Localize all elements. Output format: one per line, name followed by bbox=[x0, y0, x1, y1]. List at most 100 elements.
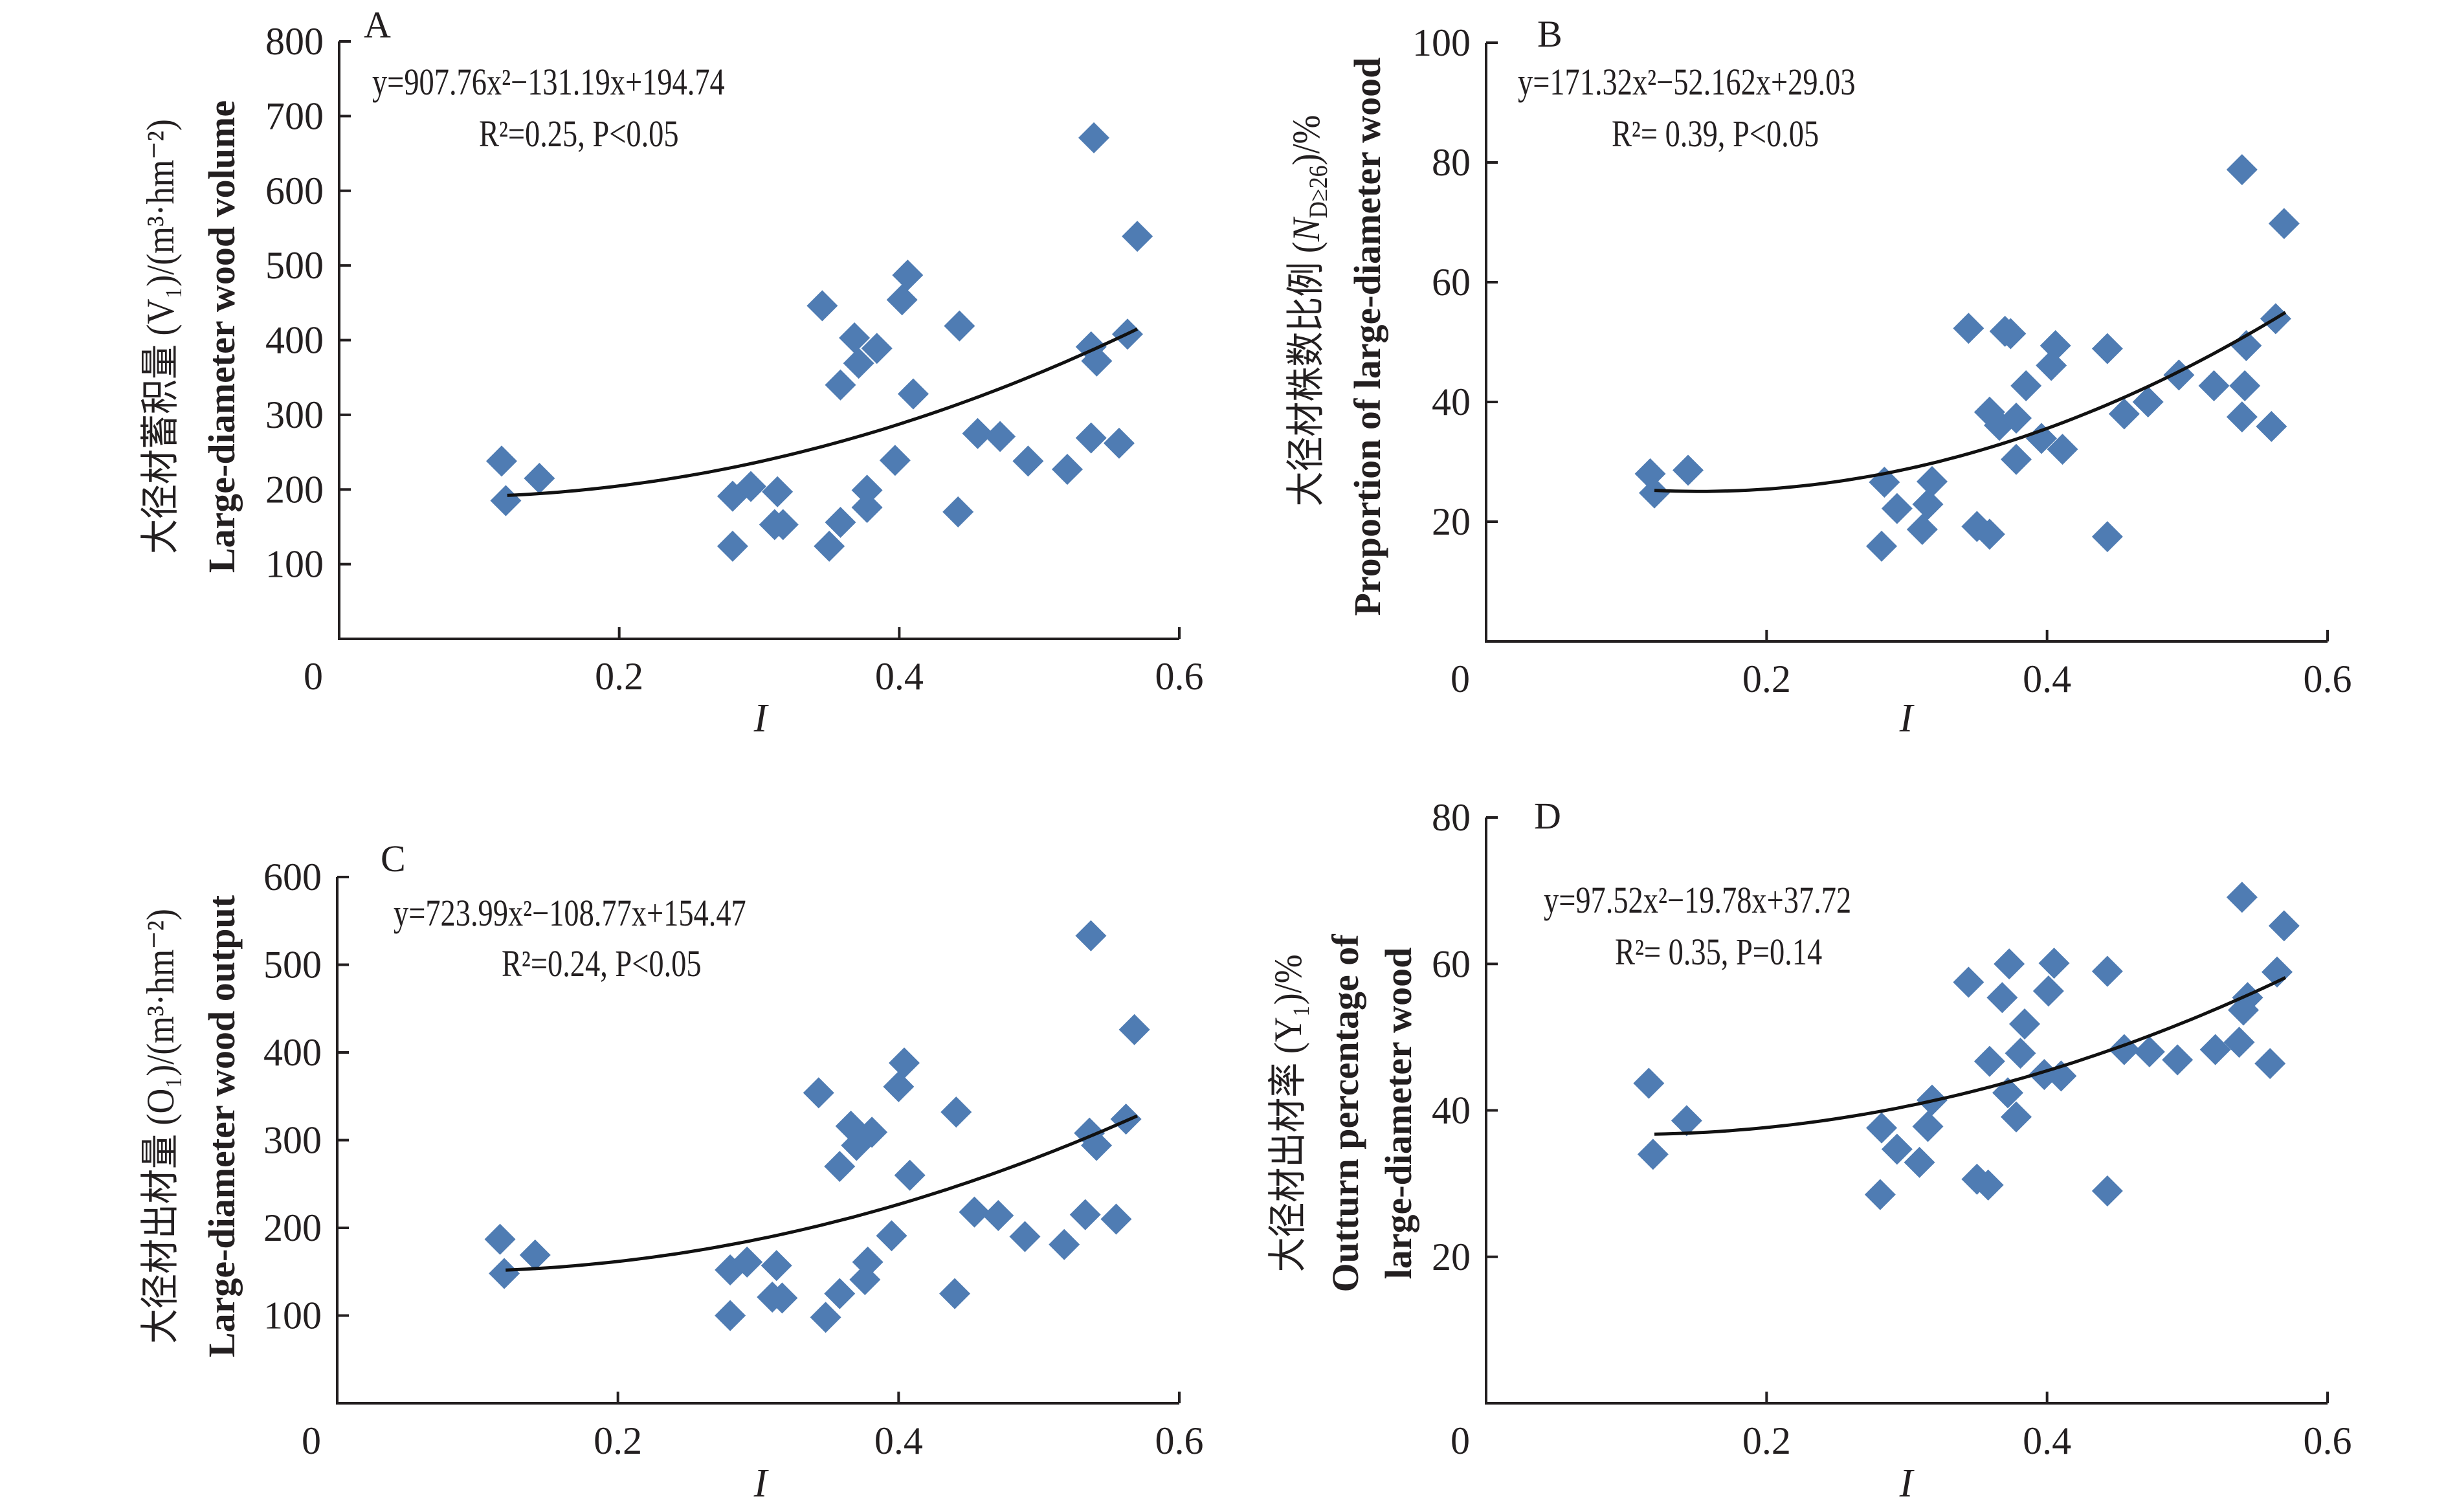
data-point bbox=[1906, 514, 1938, 546]
data-point bbox=[2232, 982, 2263, 1014]
xtick-label: 0 bbox=[302, 1419, 321, 1462]
data-point bbox=[889, 1047, 920, 1079]
data-point bbox=[1972, 1169, 2004, 1201]
data-point bbox=[1009, 1221, 1041, 1252]
data-point bbox=[839, 322, 871, 354]
xtick-label: 0.6 bbox=[1155, 1419, 1204, 1462]
data-point bbox=[2256, 410, 2287, 442]
panel-c-ylabel-en: Large-diameter wood output bbox=[201, 895, 243, 1357]
panel-b-ylabel-cn-sub: D≥26 bbox=[1304, 165, 1333, 218]
data-point bbox=[942, 496, 974, 528]
data-point bbox=[897, 378, 929, 410]
data-point bbox=[717, 530, 748, 562]
data-point bbox=[883, 1071, 915, 1102]
data-point bbox=[2005, 1038, 2036, 1069]
data-point bbox=[806, 290, 838, 322]
data-point bbox=[1881, 493, 1913, 524]
data-point bbox=[1049, 1228, 1080, 1260]
data-point bbox=[1051, 454, 1083, 485]
data-point bbox=[1069, 1199, 1101, 1230]
panel-d-xlabel: I bbox=[1899, 1462, 1915, 1506]
panel-b: 20 40 60 80 100 0 0.2 0.4 0.6 B y=171.32x²−52.1… bbox=[1285, 13, 2351, 740]
data-point bbox=[851, 491, 883, 523]
panel-a-axes bbox=[338, 40, 1181, 640]
ytick-label: 800 bbox=[265, 20, 324, 63]
panel-c: 100 200 300 400 500 600 0 0.2 0.4 0.6 C y=723.99… bbox=[139, 838, 1203, 1506]
data-point bbox=[1671, 1105, 1702, 1137]
data-point bbox=[1912, 1111, 1944, 1142]
data-point bbox=[940, 1096, 972, 1128]
data-point bbox=[849, 1263, 881, 1295]
panel-b-xlabel: I bbox=[1899, 696, 1915, 740]
data-point bbox=[803, 1077, 834, 1109]
data-point bbox=[843, 348, 874, 379]
panel-d-marks bbox=[1633, 882, 2300, 1210]
xtick-label: 0.4 bbox=[874, 1419, 923, 1462]
data-point bbox=[2162, 1044, 2194, 1076]
panel-b-equation: y=171.32x²−52.162x+29.03 bbox=[1518, 61, 1856, 103]
data-point bbox=[2047, 434, 2078, 465]
data-point bbox=[2262, 956, 2293, 988]
data-point bbox=[1953, 313, 1985, 344]
data-point bbox=[2268, 910, 2300, 942]
panel-c-ylabel-cn: 大径材出材量 (O₁)/(m³·hm⁻²) bbox=[139, 909, 182, 1344]
panel-b-ylabel-en: Proportion of large-diameter wood bbox=[1346, 58, 1388, 616]
data-point bbox=[2226, 154, 2258, 186]
data-point bbox=[2230, 330, 2262, 362]
ytick-label: 200 bbox=[263, 1206, 322, 1249]
panel-b-ytick-labels: 20 40 60 80 100 bbox=[1412, 21, 1471, 543]
trend-line bbox=[1654, 976, 2287, 1136]
panel-b-letter: B bbox=[1537, 13, 1562, 55]
panel-b-marks bbox=[1634, 154, 2300, 562]
data-point bbox=[1881, 1133, 1913, 1165]
data-point bbox=[856, 1117, 888, 1148]
panel-c-marks bbox=[484, 920, 1150, 1333]
xtick-label: 0 bbox=[1451, 1419, 1470, 1462]
data-point bbox=[1866, 1112, 1897, 1144]
data-point bbox=[1100, 1203, 1132, 1235]
data-point bbox=[2036, 350, 2067, 381]
panel-c-ytick-labels: 100 200 300 400 500 600 bbox=[263, 856, 322, 1337]
data-point bbox=[484, 1223, 516, 1255]
ytick-label: 20 bbox=[1432, 1236, 1471, 1278]
panel-c-letter: C bbox=[381, 838, 406, 880]
data-point bbox=[1673, 454, 1704, 486]
data-point bbox=[824, 1151, 856, 1183]
panel-a-xtick-labels: 0 0.2 0.4 0.6 bbox=[304, 655, 1204, 698]
panel-d-letter: D bbox=[1534, 795, 1561, 837]
data-point bbox=[2091, 955, 2123, 987]
ytick-label: 80 bbox=[1432, 796, 1471, 839]
panel-b-axes bbox=[1485, 41, 2329, 643]
panel-a-ytick-labels: 100 200 300 400 500 600 700 800 bbox=[265, 20, 324, 586]
xtick-label: 0.4 bbox=[2023, 1419, 2071, 1462]
data-point bbox=[810, 1302, 841, 1333]
panel-c-equation: y=723.99x²−108.77x+154.47 bbox=[394, 893, 746, 934]
ytick-label: 600 bbox=[265, 170, 324, 212]
data-point bbox=[2001, 402, 2032, 434]
ytick-label: 600 bbox=[263, 856, 322, 898]
xtick-label: 0.2 bbox=[1742, 1419, 1791, 1462]
panel-d-equation: y=97.52x²−19.78x+37.72 bbox=[1544, 880, 1851, 921]
trend-line bbox=[507, 328, 1139, 497]
panel-d-ylabel-en-2: large-diameter wood bbox=[1377, 948, 1419, 1280]
xtick-label: 0.2 bbox=[1742, 658, 1791, 700]
data-point bbox=[1639, 477, 1670, 509]
panel-d-ylabel-cn: 大径材出材率 (Y₁)/% bbox=[1267, 954, 1309, 1272]
data-point bbox=[2254, 1048, 2286, 1080]
data-point bbox=[1866, 530, 1897, 562]
data-point bbox=[762, 476, 794, 507]
panel-d-axes bbox=[1485, 816, 2329, 1405]
data-point bbox=[731, 1246, 763, 1278]
data-point bbox=[1103, 427, 1135, 459]
data-point bbox=[2009, 1008, 2040, 1040]
data-point bbox=[1995, 318, 2027, 350]
panel-b-xtick-labels: 0 0.2 0.4 0.6 bbox=[1451, 658, 2352, 700]
data-point bbox=[524, 462, 555, 494]
panel-c-xtick-labels: 0 0.2 0.4 0.6 bbox=[302, 1419, 1204, 1462]
panel-a-equation: y=907.76x²−131.19x+194.74 bbox=[372, 61, 725, 103]
data-point bbox=[2091, 1175, 2123, 1206]
ytick-label: 20 bbox=[1432, 500, 1471, 543]
data-point bbox=[894, 1159, 926, 1191]
ytick-label: 300 bbox=[263, 1119, 322, 1162]
